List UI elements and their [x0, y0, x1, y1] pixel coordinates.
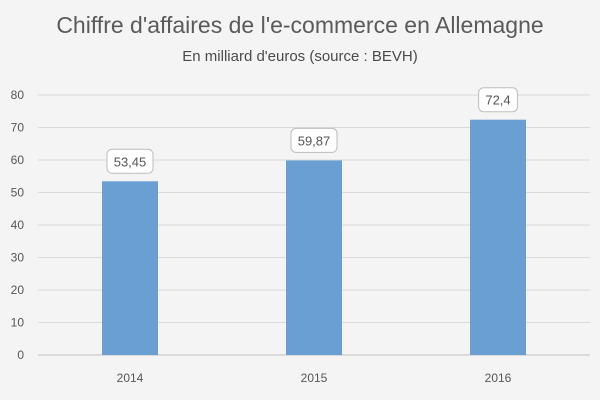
data-label: 59,87 [298, 133, 331, 148]
bar [102, 181, 158, 355]
x-tick-label: 2014 [117, 371, 144, 385]
y-tick-label: 70 [11, 121, 25, 135]
y-tick-label: 40 [11, 218, 25, 232]
data-label-box [478, 87, 518, 113]
data-label: 72,4 [485, 93, 510, 108]
y-tick-label: 80 [11, 88, 25, 102]
chart-subtitle: En milliard d'euros (source : BEVH) [182, 48, 418, 65]
bar [470, 119, 526, 355]
y-tick-label: 60 [11, 153, 25, 167]
y-tick-label: 20 [11, 283, 25, 297]
y-tick-label: 0 [17, 348, 24, 362]
data-label-box [106, 148, 154, 174]
chart-title: Chiffre d'affaires de l'e-commerce en Al… [56, 12, 544, 38]
y-tick-label: 10 [11, 316, 25, 330]
data-label-box [290, 127, 338, 153]
y-tick-label: 50 [11, 186, 25, 200]
bar [286, 160, 342, 355]
data-label: 53,45 [114, 154, 147, 169]
x-tick-label: 2016 [485, 371, 512, 385]
x-tick-label: 2015 [301, 371, 328, 385]
y-tick-label: 30 [11, 251, 25, 265]
